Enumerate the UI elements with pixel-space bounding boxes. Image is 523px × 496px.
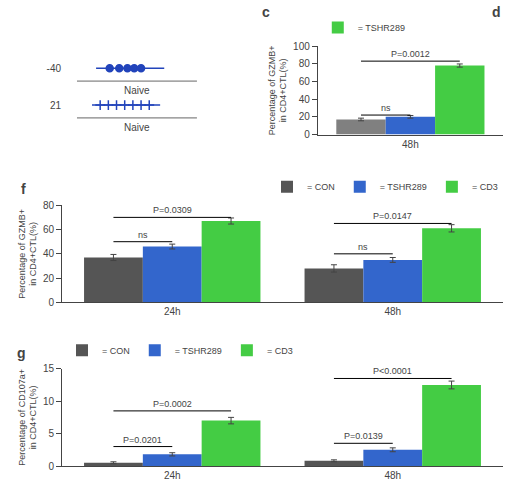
svg-text:24h: 24h xyxy=(164,306,181,317)
svg-text:20: 20 xyxy=(43,273,55,284)
svg-text:60: 60 xyxy=(299,76,311,87)
svg-text:40: 40 xyxy=(43,248,55,259)
svg-text:P=0.0012: P=0.0012 xyxy=(391,49,430,59)
svg-text:= TSHR289: = TSHR289 xyxy=(358,23,405,33)
svg-text:0: 0 xyxy=(48,461,54,472)
svg-text:P=0.0002: P=0.0002 xyxy=(153,399,192,409)
svg-text:ns: ns xyxy=(138,230,148,240)
svg-text:Percentage of GZMB+in CD4+CTL(: Percentage of GZMB+in CD4+CTL(%) xyxy=(17,209,39,299)
svg-text:Percentage of GZMB+in CD4+CTL(: Percentage of GZMB+in CD4+CTL(%) xyxy=(267,45,289,135)
svg-text:= CON: = CON xyxy=(307,182,335,192)
svg-text:= TSHR289: = TSHR289 xyxy=(175,346,222,356)
svg-text:0: 0 xyxy=(304,129,310,140)
svg-text:100: 100 xyxy=(293,41,310,52)
svg-text:21: 21 xyxy=(50,100,62,111)
svg-text:0: 0 xyxy=(48,297,54,308)
svg-text:15: 15 xyxy=(43,363,55,374)
svg-text:Percentage of CD107a+in CD4+CT: Percentage of CD107a+in CD4+CTL(%) xyxy=(17,369,39,466)
svg-text:20: 20 xyxy=(299,111,311,122)
svg-text:48h: 48h xyxy=(384,470,401,481)
svg-text:= CD3: = CD3 xyxy=(472,182,498,192)
svg-text:48h: 48h xyxy=(402,139,419,150)
svg-text:Naive: Naive xyxy=(124,122,150,133)
svg-text:= CON: = CON xyxy=(102,346,130,356)
svg-text:ns: ns xyxy=(381,103,391,113)
svg-text:80: 80 xyxy=(299,58,311,69)
svg-text:24h: 24h xyxy=(164,470,181,481)
svg-text:P<0.0001: P<0.0001 xyxy=(373,366,412,376)
svg-text:g: g xyxy=(17,345,26,361)
svg-text:10: 10 xyxy=(43,396,55,407)
svg-text:ns: ns xyxy=(358,242,368,252)
svg-text:Naive: Naive xyxy=(124,85,150,96)
svg-text:P=0.0201: P=0.0201 xyxy=(123,435,162,445)
svg-text:d: d xyxy=(492,4,501,20)
svg-text:40: 40 xyxy=(299,94,311,105)
svg-text:P=0.0147: P=0.0147 xyxy=(373,211,412,221)
svg-text:60: 60 xyxy=(43,224,55,235)
svg-text:= CD3: = CD3 xyxy=(267,346,293,356)
svg-text:f: f xyxy=(21,181,26,197)
svg-text:c: c xyxy=(262,4,270,20)
svg-text:48h: 48h xyxy=(384,306,401,317)
svg-text:= TSHR289: = TSHR289 xyxy=(380,182,427,192)
svg-text:-40: -40 xyxy=(47,63,62,74)
svg-text:5: 5 xyxy=(48,428,54,439)
svg-text:80: 80 xyxy=(43,200,55,211)
svg-text:P=0.0139: P=0.0139 xyxy=(344,431,383,441)
svg-text:P=0.0309: P=0.0309 xyxy=(153,205,192,215)
